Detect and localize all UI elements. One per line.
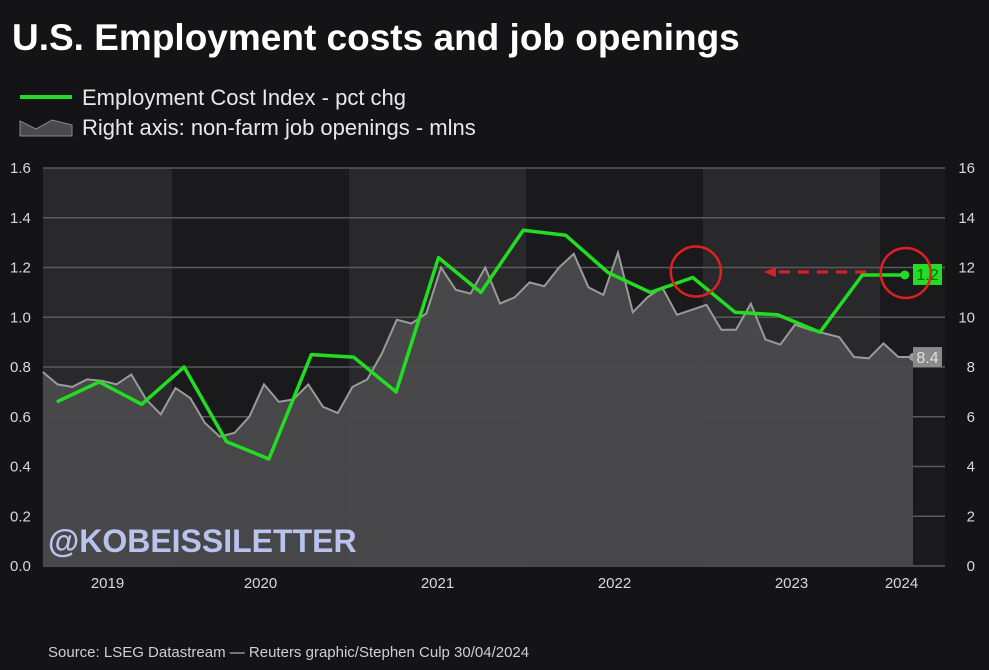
openings-line — [42, 249, 913, 438]
right-axis-tick: 12 — [958, 260, 975, 277]
eci-line-path — [56, 228, 905, 461]
left-axis-tick: 0.2 — [10, 508, 31, 525]
left-axis-tick: 1.6 — [10, 160, 31, 177]
left-axis-tick: 0.4 — [10, 459, 31, 476]
watermark: @KOBEISSILETTER — [48, 523, 357, 559]
right-axis-tick: 4 — [967, 459, 975, 476]
right-axis-tick: 16 — [958, 160, 975, 177]
left-axis-tick: 0.0 — [10, 558, 31, 575]
x-axis-tick: 2024 — [885, 575, 918, 592]
legend-label-eci: Employment Cost Index - pct chg — [82, 85, 406, 110]
right-axis-tick: 8 — [967, 359, 975, 376]
right-axis-tick: 2 — [967, 508, 975, 525]
x-axis-tick: 2019 — [91, 575, 124, 592]
annotation-circle-2024 — [879, 246, 933, 300]
eci-value-label: 1.2 — [916, 267, 938, 284]
right-axis-tick: 14 — [958, 210, 975, 227]
eci-line — [56, 228, 910, 461]
legend-swatch-openings — [19, 119, 73, 137]
annotation-circle-2022 — [669, 245, 723, 298]
x-axis-tick: 2021 — [421, 575, 454, 592]
left-axis-tick: 1.2 — [10, 260, 31, 277]
eci-value-box — [913, 263, 942, 285]
chart-title: U.S. Employment costs and job openings — [12, 17, 740, 58]
eci-last-point — [900, 270, 910, 280]
right-axis-tick: 6 — [967, 409, 975, 426]
left-axis-tick: 1.0 — [10, 309, 31, 326]
openings-area-fill — [42, 252, 914, 566]
left-axis-tick: 0.8 — [10, 359, 31, 376]
left-axis-tick: 1.4 — [10, 210, 31, 227]
right-axis-tick: 0 — [967, 558, 975, 575]
legend-label-openings: Right axis: non-farm job openings - mlns — [82, 115, 476, 140]
left-axis-tick: 0.6 — [10, 409, 31, 426]
source-note: Source: LSEG Datastream — Reuters graphi… — [48, 644, 529, 661]
right-axis-tick: 10 — [958, 309, 975, 326]
annotation-arrowhead — [764, 266, 776, 277]
annotations — [669, 245, 933, 300]
x-axis-tick: 2020 — [244, 575, 277, 592]
openings-value-box — [913, 347, 942, 368]
x-axis-tick: 2022 — [598, 575, 631, 592]
axis-ticks: 0.0 0.2 0.4 0.6 0.8 1.0 1.2 1.4 1.6 0 2 4 6 8 10 12 14 16… — [10, 160, 975, 592]
legend: Employment Cost Index - pct chg Right ax… — [19, 85, 476, 140]
x-axis-tick: 2023 — [775, 575, 808, 592]
openings-value-label: 8.4 — [916, 350, 938, 367]
